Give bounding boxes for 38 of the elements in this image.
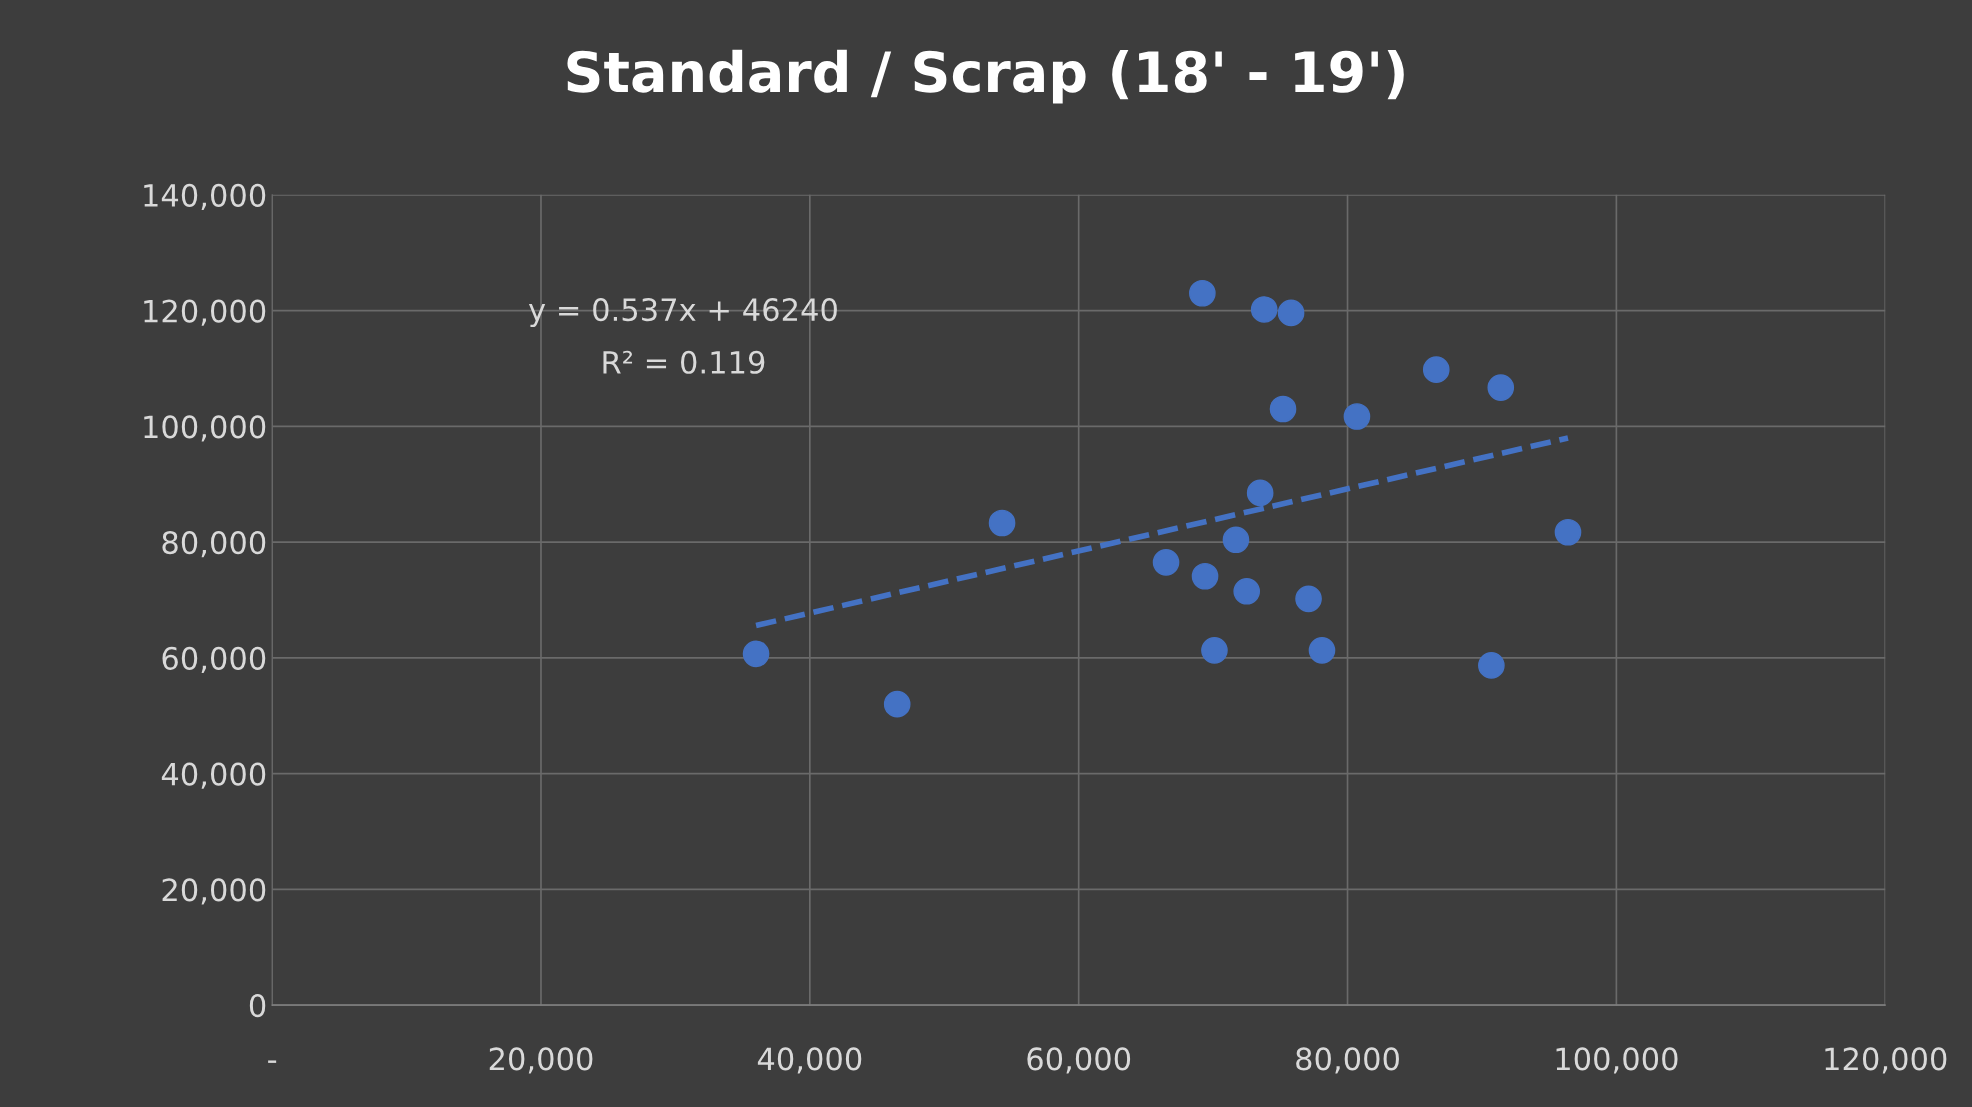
point [1478, 652, 1505, 679]
y-tick-label: 60,000 [162, 646, 266, 674]
point [1295, 585, 1322, 613]
x-tick-label: 80,000 [1296, 1047, 1399, 1074]
point [1277, 299, 1305, 327]
y-tick-label: 120,000 [144, 299, 266, 326]
chart-title: Standard / Scrap (18' - 19') [567, 49, 1404, 104]
point [1250, 296, 1278, 323]
x-tick-label: 40,000 [757, 1047, 862, 1074]
x-tick-label: 100,000 [1556, 1047, 1678, 1074]
point [1189, 279, 1216, 307]
annotation: R² = 0.119 [603, 350, 765, 374]
x-tick-label: 120,000 [1825, 1047, 1947, 1074]
point [1191, 562, 1219, 590]
point [1233, 578, 1261, 605]
y-tick-label: 20,000 [162, 878, 266, 905]
x-tick-label: 20,000 [489, 1047, 593, 1074]
x-tick-label: 60,000 [1027, 1047, 1131, 1074]
point [988, 509, 1016, 537]
annotation: y = 0.537x + 46240 [528, 298, 837, 328]
point [1554, 518, 1582, 546]
point [1246, 479, 1274, 507]
x-tick-label: - [268, 1060, 277, 1063]
y-tick-label: 40,000 [161, 762, 266, 789]
point [1343, 403, 1371, 430]
point [1422, 356, 1450, 383]
point [883, 690, 911, 718]
point [1269, 395, 1297, 423]
point [1308, 637, 1336, 664]
point [1201, 637, 1228, 664]
point [742, 640, 770, 668]
y-tick-label: 80,000 [162, 531, 266, 558]
y-tick-label: 0 [249, 994, 266, 1018]
y-tick-label: 100,000 [144, 415, 266, 442]
point [1487, 374, 1515, 401]
point [1152, 549, 1180, 576]
y-tick-label: 140,000 [144, 183, 266, 210]
point [1222, 526, 1250, 554]
